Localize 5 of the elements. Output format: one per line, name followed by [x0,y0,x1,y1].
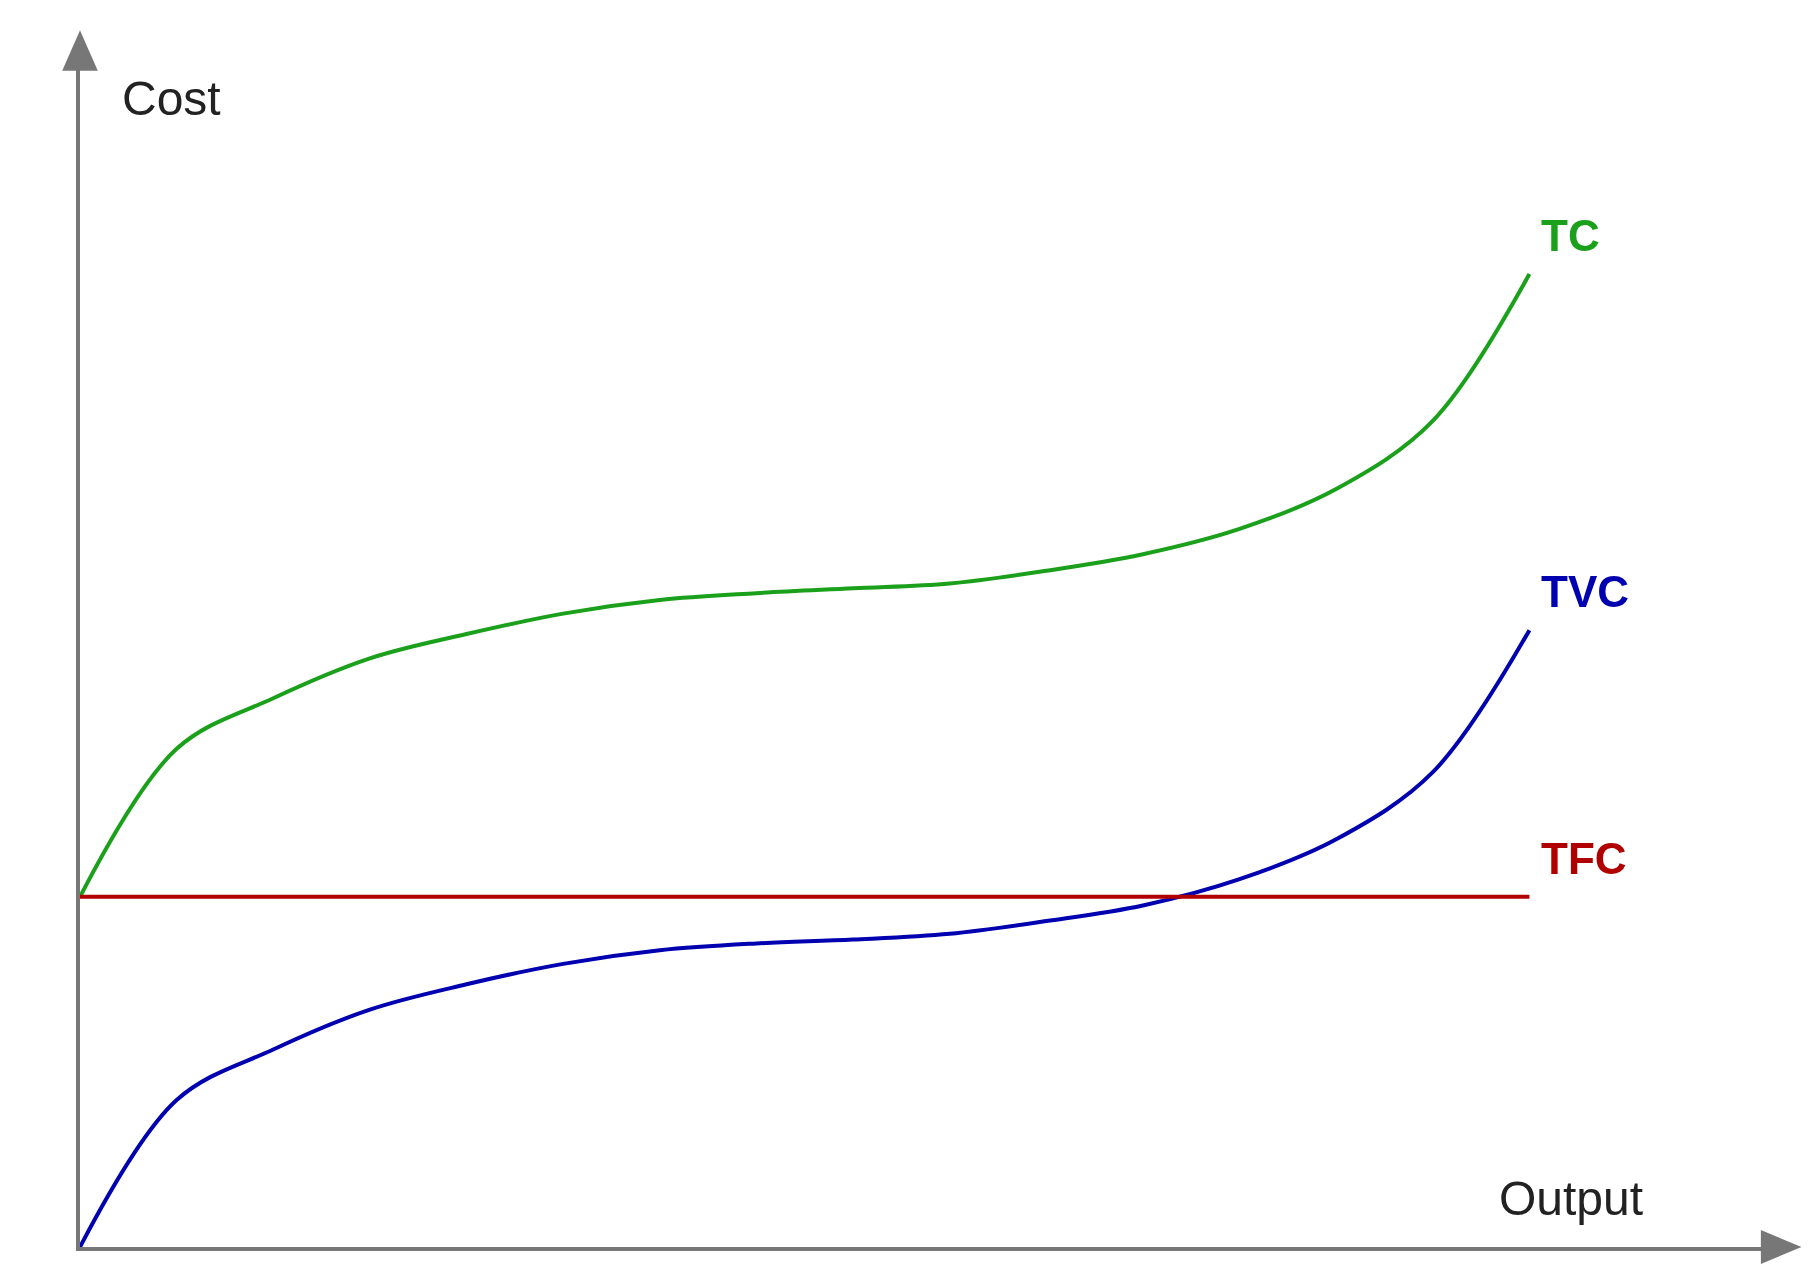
series-label: TC [1541,211,1600,260]
x-axis-title: Output [1499,1172,1644,1225]
series-label: TVC [1541,567,1629,616]
series-label: TFC [1541,834,1627,883]
y-axis-title: Cost [122,72,221,125]
